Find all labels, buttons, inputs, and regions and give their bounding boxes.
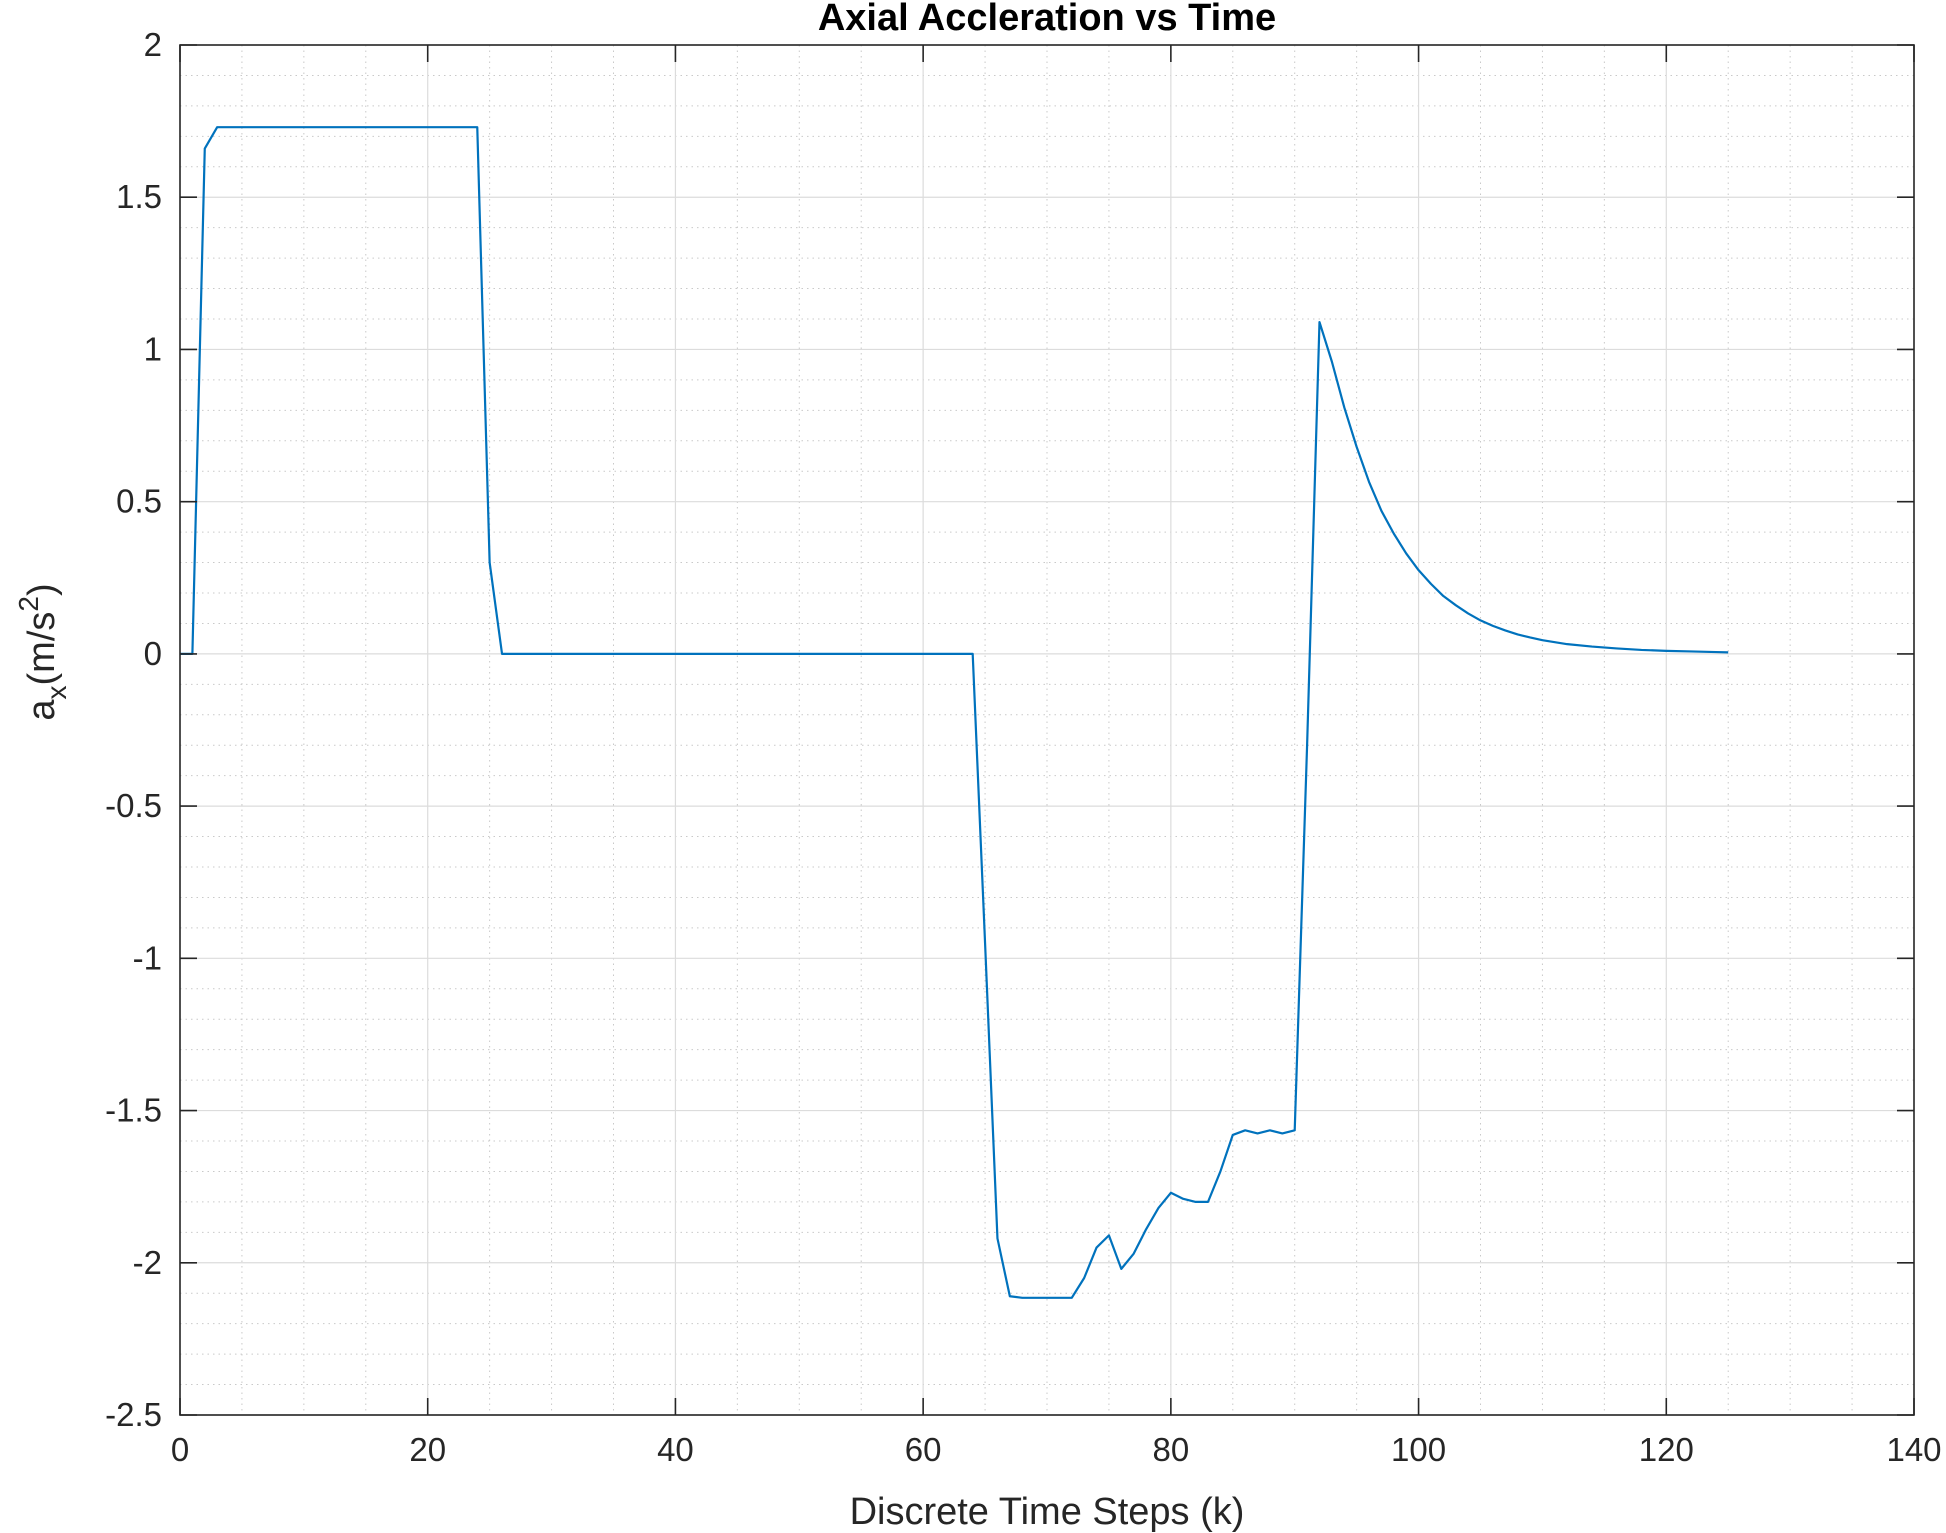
x-tick-label: 40: [657, 1431, 694, 1468]
x-tick-label: 20: [409, 1431, 446, 1468]
y-tick-label: -2: [133, 1244, 162, 1281]
y-label-superscript: 2: [13, 596, 44, 612]
y-tick-label: 2: [144, 26, 162, 63]
y-label-subscript: x: [41, 685, 72, 699]
x-tick-label: 0: [171, 1431, 189, 1468]
x-tick-label: 80: [1152, 1431, 1189, 1468]
y-label-unit-prefix: (m/s: [21, 612, 63, 686]
major-grid: [179, 44, 1915, 1416]
minor-grid: [180, 45, 1914, 1415]
x-tick-label: 140: [1886, 1431, 1941, 1468]
y-tick-label: 0.5: [116, 483, 162, 520]
y-label-unit-suffix: ): [21, 583, 63, 596]
y-label-base: a: [21, 699, 63, 721]
y-axis-label: ax(m/s2): [13, 583, 72, 720]
y-tick-label: -1: [133, 939, 162, 976]
y-tick-label: 1: [144, 330, 162, 367]
series-layer: [180, 126, 1729, 1299]
tick-labels: 0 20 40 60 80 100 120 140 -2.5 -2 -1.5 -1 -0.5 0 0.5 1 1…: [105, 26, 1941, 1468]
y-tick-label: -1.5: [105, 1092, 162, 1129]
y-tick-label: -2.5: [105, 1396, 162, 1433]
y-tick-label: 1.5: [116, 178, 162, 215]
axis-ticks: [179, 44, 1915, 1416]
plot-area-border: [179, 44, 1915, 1416]
y-tick-label: 0: [144, 635, 162, 672]
series-line-1: [180, 126, 1729, 1299]
x-axis-label: Discrete Time Steps (k): [850, 1491, 1245, 1533]
y-tick-label: -0.5: [105, 787, 162, 824]
x-tick-label: 60: [905, 1431, 942, 1468]
x-tick-label: 120: [1639, 1431, 1694, 1468]
chart-title: Axial Accleration vs Time: [818, 0, 1276, 39]
svg-text:ax(m/s2): ax(m/s2): [13, 583, 72, 720]
x-tick-label: 100: [1391, 1431, 1446, 1468]
